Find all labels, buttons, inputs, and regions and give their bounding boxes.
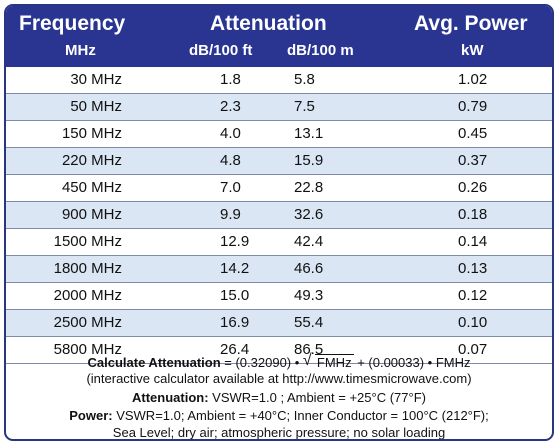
- cell-frequency: 450 MHz: [61, 179, 122, 196]
- calc-eq-start: = (0.32090) •: [220, 355, 303, 370]
- cell-db-per-100ft: 16.9: [220, 314, 250, 331]
- cell-db-per-100m: 32.6: [294, 206, 324, 223]
- cell-avg-power-kw: 0.79: [458, 98, 488, 115]
- power-label: Power:: [69, 408, 113, 423]
- table-body: 30 MHz 1.8 5.8 1.02 50 MHz 2.3 7.5 0.79 150 MHz 4…: [6, 67, 552, 364]
- cell-frequency: 220 MHz: [61, 152, 122, 169]
- cell-avg-power-kw: 1.02: [458, 71, 488, 88]
- table-row: 5800 MHz 26.4 86.5 0.07: [6, 337, 552, 364]
- table-row: 220 MHz 4.8 15.9 0.37: [6, 148, 552, 175]
- sqrt-term-text: FMHz: [314, 354, 354, 370]
- table-row: 30 MHz 1.8 5.8 1.02: [6, 67, 552, 94]
- calc-label: Calculate Attenuation: [87, 355, 221, 370]
- cell-frequency: 150 MHz: [61, 125, 122, 142]
- cell-db-per-100m: 46.6: [294, 260, 324, 277]
- power-conditions: Power: VSWR=1.0; Ambient = +40°C; Inner …: [6, 408, 552, 424]
- cell-db-per-100m: 49.3: [294, 287, 324, 304]
- cell-avg-power-kw: 0.10: [458, 314, 488, 331]
- cell-db-per-100ft: 26.4: [220, 341, 250, 358]
- table-row: 2000 MHz 15.0 49.3 0.12: [6, 283, 552, 310]
- header-power-unit: kW: [461, 42, 484, 59]
- cell-db-per-100ft: 12.9: [220, 233, 250, 250]
- table-row: 900 MHz 9.9 32.6 0.18: [6, 202, 552, 229]
- cell-avg-power-kw: 0.12: [458, 287, 488, 304]
- table-row: 50 MHz 2.3 7.5 0.79: [6, 94, 552, 121]
- calc-formula-line: Calculate Attenuation = (0.32090) • √ FMH…: [6, 352, 552, 371]
- cell-db-per-100ft: 9.9: [220, 206, 241, 223]
- cell-frequency: 1500 MHz: [53, 233, 122, 250]
- cell-avg-power-kw: 0.14: [458, 233, 488, 250]
- cell-db-per-100m: 22.8: [294, 179, 324, 196]
- attenuation-conditions: Attenuation: VSWR=1.0 ; Ambient = +25°C …: [6, 390, 552, 406]
- cell-avg-power-kw: 0.18: [458, 206, 488, 223]
- cell-frequency: 1800 MHz: [53, 260, 122, 277]
- cell-db-per-100m: 13.1: [294, 125, 324, 142]
- header-power: Avg. Power: [414, 12, 528, 35]
- header-frequency: Frequency: [19, 12, 126, 35]
- cell-frequency: 5800 MHz: [53, 341, 122, 358]
- header-attenuation: Attenuation: [210, 12, 327, 35]
- cell-db-per-100m: 5.8: [294, 71, 315, 88]
- sqrt-term: √ FMHz: [302, 352, 354, 371]
- cell-db-per-100ft: 4.0: [220, 125, 241, 142]
- cell-frequency: 30 MHz: [70, 71, 122, 88]
- cell-avg-power-kw: 0.13: [458, 260, 488, 277]
- cell-db-per-100m: 42.4: [294, 233, 324, 250]
- power-conditions-2: Sea Level; dry air; atmospheric pressure…: [112, 425, 446, 440]
- table-row: 1800 MHz 14.2 46.6 0.13: [6, 256, 552, 283]
- attenuation-table: Frequency MHz Attenuation dB/100 ft dB/1…: [4, 4, 554, 441]
- cell-db-per-100m: 86.5: [294, 341, 324, 358]
- table-header: Frequency MHz Attenuation dB/100 ft dB/1…: [6, 6, 552, 67]
- cell-db-per-100ft: 14.2: [220, 260, 250, 277]
- cell-db-per-100m: 55.4: [294, 314, 324, 331]
- sqrt-icon: √: [302, 352, 312, 369]
- cell-avg-power-kw: 0.07: [458, 341, 488, 358]
- cell-avg-power-kw: 0.45: [458, 125, 488, 142]
- calc-note: (interactive calculator available at htt…: [86, 371, 472, 386]
- table-row: 2500 MHz 16.9 55.4 0.10: [6, 310, 552, 337]
- cell-db-per-100m: 15.9: [294, 152, 324, 169]
- header-att-ft-unit: dB/100 ft: [189, 42, 253, 59]
- table-row: 1500 MHz 12.9 42.4 0.14: [6, 229, 552, 256]
- header-frequency-unit: MHz: [65, 42, 96, 59]
- calc-eq-end: + (0.00033) • FMHz: [353, 355, 471, 370]
- cell-frequency: 50 MHz: [70, 98, 122, 115]
- cell-db-per-100ft: 4.8: [220, 152, 241, 169]
- cell-frequency: 2000 MHz: [53, 287, 122, 304]
- cell-db-per-100ft: 1.8: [220, 71, 241, 88]
- cell-db-per-100ft: 2.3: [220, 98, 241, 115]
- cell-frequency: 2500 MHz: [53, 314, 122, 331]
- cell-frequency: 900 MHz: [61, 206, 122, 223]
- power-cond: VSWR=1.0; Ambient = +40°C; Inner Conduct…: [112, 408, 489, 423]
- cell-db-per-100m: 7.5: [294, 98, 315, 115]
- table-row: 150 MHz 4.0 13.1 0.45: [6, 121, 552, 148]
- header-att-m-unit: dB/100 m: [287, 42, 354, 59]
- table-row: 450 MHz 7.0 22.8 0.26: [6, 175, 552, 202]
- att-cond: VSWR=1.0 ; Ambient = +25°C (77°F): [208, 390, 426, 405]
- cell-db-per-100ft: 7.0: [220, 179, 241, 196]
- cell-avg-power-kw: 0.37: [458, 152, 488, 169]
- cell-avg-power-kw: 0.26: [458, 179, 488, 196]
- cell-db-per-100ft: 15.0: [220, 287, 250, 304]
- att-label: Attenuation:: [132, 390, 209, 405]
